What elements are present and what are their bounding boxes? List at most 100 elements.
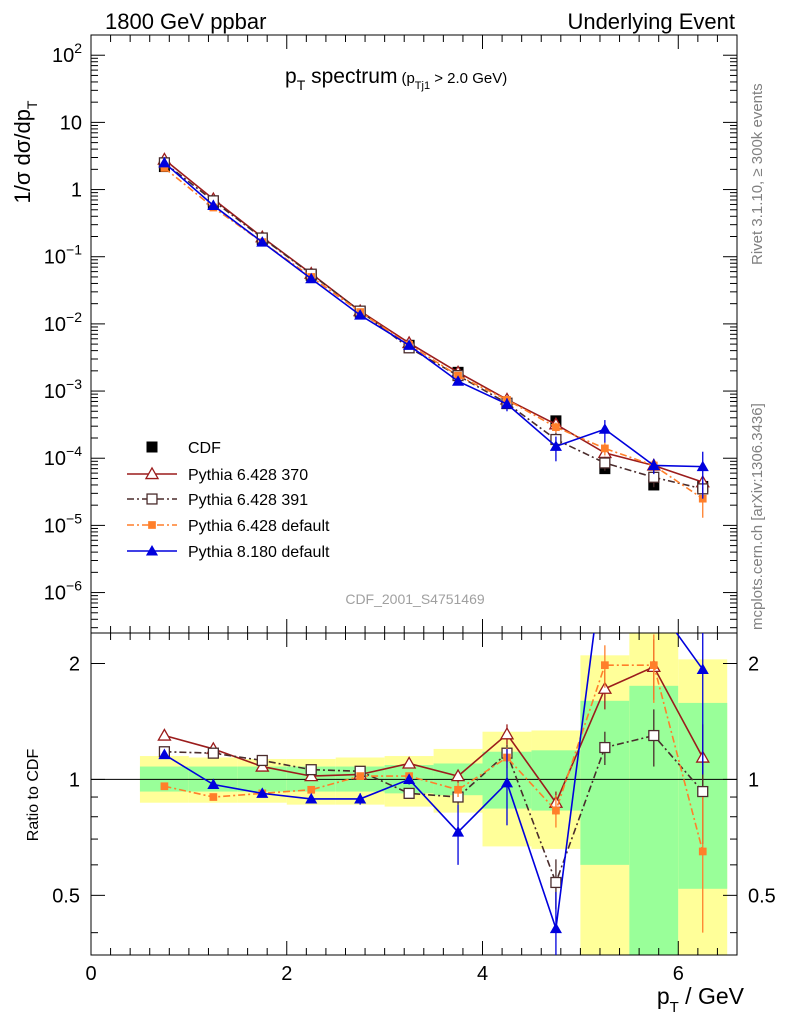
ratio-series-line [164, 665, 704, 805]
rivet-version-label: Rivet 3.1.10, ≥ 300k events [749, 83, 766, 265]
main-y-tick-label: 10−4 [44, 443, 82, 470]
title-p-sub: T [297, 77, 306, 93]
main-series-0 [158, 161, 709, 492]
legend-label: Pythia 6.428 370 [188, 467, 308, 484]
ratio-data-point [158, 748, 171, 760]
main-data-point [451, 375, 465, 386]
main-data-point [601, 444, 609, 453]
main-axis-ticks: 102 10 1 10−1 10−2 10−3 10−4 10−5 10−6 [44, 34, 738, 633]
main-series-2 [158, 157, 709, 499]
ratio-data-point [697, 785, 709, 798]
ratio-data-point [451, 826, 465, 837]
ratio-y-tick-label: 1 [69, 769, 80, 791]
title-cut: (p [401, 70, 414, 87]
main-y-tick-label: 10−5 [44, 510, 82, 537]
ratio-data-point [356, 772, 365, 780]
main-data-point [549, 440, 562, 451]
ratio-data-point [549, 922, 562, 934]
main-y-tick-label: 10−2 [44, 309, 82, 336]
main-series-4 [158, 156, 709, 499]
ratio-data-point [500, 776, 514, 788]
x-tick-label: 6 [673, 963, 684, 985]
legend-label: Pythia 6.428 391 [188, 492, 308, 509]
main-data-point [160, 164, 169, 172]
main-data-point [256, 236, 269, 247]
mcplots-label: mcplots.cern.ch [arXiv:1306.3436] [749, 403, 766, 630]
analysis-id-label: CDF_2001_S4751469 [345, 591, 485, 607]
main-data-point [500, 398, 514, 409]
main-data-point [552, 423, 560, 432]
main-data-point [305, 272, 318, 284]
ratio-data-point [601, 661, 609, 670]
main-title: pT spectrum (pTj1 > 2.0 GeV) [285, 65, 507, 93]
ratio-data-point [599, 542, 611, 553]
ratio-data-point [454, 785, 462, 794]
ratio-data-point [648, 729, 660, 742]
main-series-line [163, 167, 704, 500]
legend-marker [144, 466, 160, 480]
main-series-line [163, 158, 704, 483]
title-p: p [285, 65, 297, 88]
main-data-point [696, 460, 709, 472]
ratio-series-line [163, 633, 704, 929]
main-data-point [207, 199, 220, 210]
main-series-group [157, 152, 710, 518]
ratio-series-group [157, 542, 710, 955]
ratio-data-point [403, 773, 416, 784]
ratio-data-point [207, 778, 220, 790]
header-left: 1800 GeV ppbar [105, 9, 266, 34]
ratio-data-point [354, 792, 367, 804]
main-y-tick-label: 1 [71, 180, 82, 202]
legend-marker [148, 521, 156, 529]
ratio-data-point [552, 806, 560, 815]
ratio-data-point [304, 768, 319, 782]
ratio-data-point [696, 663, 709, 674]
main-data-point [403, 339, 416, 350]
title-cut-rest: > 2.0 GeV) [430, 70, 507, 87]
ratio-data-point [698, 847, 707, 856]
ratio-data-point [305, 792, 318, 804]
x-axis-label: pT / GeV [657, 983, 745, 1016]
ratio-y-tick-label-right: 0.5 [748, 885, 776, 907]
ratio-data-point [597, 681, 613, 694]
ratio-data-point [550, 876, 562, 889]
ratio-y-tick-label: 2 [69, 653, 80, 675]
main-series-3 [160, 164, 707, 518]
main-y-tick-label: 102 [52, 40, 82, 67]
x-tick-label: 4 [477, 963, 488, 985]
legend-label: Pythia 6.428 default [188, 518, 330, 535]
ratio-y-tick-label: 0.5 [52, 885, 80, 907]
ratio-data-point [450, 768, 466, 782]
title-cut-sub: Tj1 [415, 80, 430, 92]
main-y-axis-label: 1/σ dσ/dpT [10, 100, 40, 203]
legend-marker [146, 493, 158, 505]
ratio-data-point [160, 782, 169, 791]
ratio-data-point [207, 747, 219, 759]
ratio-series-2 [160, 634, 707, 933]
ratio-series-line [164, 664, 704, 852]
main-y-tick-label: 10 [60, 112, 82, 134]
ratio-y-tick-label-right: 1 [748, 769, 759, 791]
ratio-data-point [599, 741, 611, 754]
title-rest: spectrum [305, 65, 397, 88]
ratio-data-point [307, 785, 316, 794]
ratio-uncertainty-bands [139, 633, 728, 955]
main-data-point [598, 423, 611, 434]
ratio-y-axis-label: Ratio to CDF [25, 749, 42, 842]
ratio-data-point [499, 726, 515, 740]
ratio-series-line [164, 734, 704, 885]
legend-marker [145, 544, 159, 556]
legend-label: CDF [188, 440, 221, 457]
ratio-data-point [401, 756, 417, 769]
legend-label: Pythia 8.180 default [188, 544, 330, 561]
ratio-data-point [256, 787, 269, 798]
ratio-data-point [649, 661, 658, 670]
legend: CDF Pythia 6.428 370 Pythia 6.428 391 Pythi… [127, 440, 330, 561]
legend-marker [146, 441, 158, 453]
main-data-point [647, 459, 660, 471]
ratio-axis-ticks: 0.5 0.5 1 1 2 2 0 2 4 6 [52, 633, 776, 985]
main-y-tick-label: 10−1 [44, 242, 82, 269]
main-data-point [354, 309, 367, 320]
ratio-data-point [209, 793, 218, 801]
